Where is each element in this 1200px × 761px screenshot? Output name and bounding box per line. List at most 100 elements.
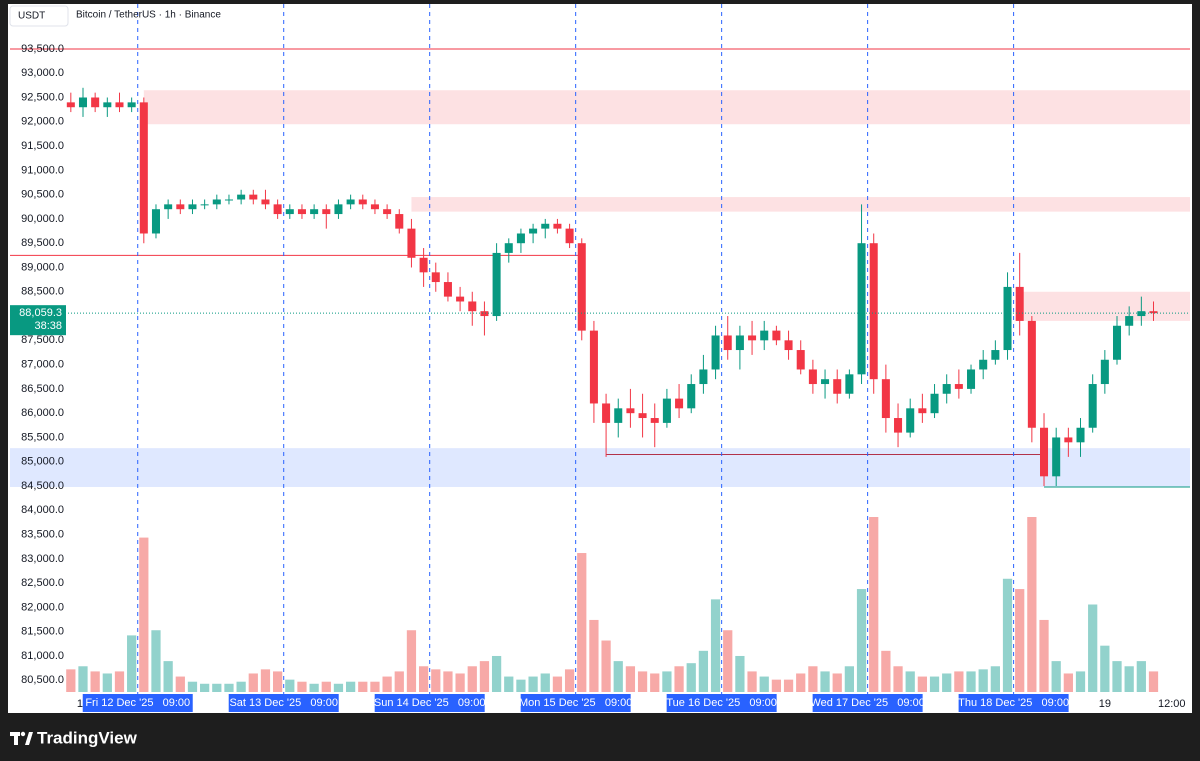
volume-bar — [905, 671, 915, 692]
volume-bar — [698, 650, 709, 692]
candle-body — [395, 214, 404, 229]
volume-bar — [321, 681, 331, 692]
volume-bar — [309, 683, 319, 692]
brand[interactable]: TradingView — [37, 728, 138, 747]
candle-body — [480, 311, 489, 317]
candle-body — [456, 296, 465, 302]
volume-bar — [1039, 619, 1049, 692]
candle-body — [699, 369, 708, 385]
volume-bar — [455, 673, 465, 692]
volume-bar — [637, 671, 648, 692]
y-tick-label: 93,500.0 — [21, 43, 64, 55]
candle-body — [1100, 359, 1109, 385]
volume-bar — [929, 676, 940, 692]
logo-part — [14, 732, 18, 745]
volume-bar — [1063, 673, 1073, 692]
volume-bar — [370, 681, 380, 692]
y-tick-label: 81,000.0 — [21, 650, 64, 662]
volume-bar — [723, 630, 733, 692]
volume-bar — [443, 671, 453, 692]
volume-bar — [467, 666, 477, 692]
chart-title: Bitcoin / TetherUS · 1h · Binance — [76, 10, 221, 21]
volume-bar — [577, 553, 587, 692]
candle-body — [443, 282, 452, 297]
volume-bar — [1027, 517, 1037, 692]
volume-bar — [273, 671, 283, 692]
x-tick-label: 1 — [77, 698, 83, 710]
candle-body — [224, 199, 233, 201]
volume-bar — [66, 669, 76, 692]
candle-body — [1003, 286, 1012, 351]
x-tick-label: Wed 17 Dec '25 09:00 — [810, 697, 924, 709]
labels: 80,500.0 81,000.0 81,500.0 82,000.0 82,500.0… — [10, 43, 1186, 712]
volume-bar — [686, 663, 696, 692]
volume-bar — [1051, 661, 1061, 692]
volume-bar — [1112, 661, 1122, 692]
volume-bar — [747, 671, 757, 692]
last-price-label: 88,059.3 — [19, 307, 62, 319]
logo-part — [20, 731, 26, 737]
x-tick-label: Tue 16 Dec '25 09:00 — [666, 697, 777, 709]
volume-bar — [139, 537, 149, 692]
candle-body — [261, 199, 270, 205]
candle-body — [821, 379, 830, 385]
volume-bar — [978, 669, 988, 692]
volume-bar — [114, 671, 125, 692]
candle-body — [1040, 427, 1049, 477]
volume-bar — [127, 635, 137, 692]
candle-body — [881, 379, 890, 419]
candle-body — [346, 199, 355, 205]
currency-box[interactable] — [9, 5, 69, 27]
volume-bar — [418, 666, 429, 692]
volume-bar — [504, 676, 514, 692]
candle-body — [297, 209, 306, 215]
currency[interactable]: USDT — [18, 11, 45, 22]
volume-bar — [1148, 671, 1159, 692]
volume-bar — [966, 671, 976, 692]
volume — [66, 517, 1159, 692]
y-tick-label: 82,000.0 — [21, 601, 64, 613]
volume-bar — [224, 683, 234, 692]
volume-bar — [394, 671, 404, 692]
volume-bar — [759, 676, 769, 692]
candle-body — [650, 418, 659, 423]
volume-bar — [491, 655, 502, 692]
x-tick-label: Thu 18 Dec '25 09:00 — [958, 697, 1069, 709]
volume-bar — [1124, 666, 1134, 692]
y-tick-label: 81,500.0 — [21, 626, 64, 638]
candle-body — [760, 330, 769, 341]
candle-body — [930, 393, 939, 414]
candle-body — [833, 379, 842, 394]
volume-bar — [589, 619, 599, 692]
y-tick-label: 91,500.0 — [21, 140, 64, 152]
volume-bar — [1015, 589, 1025, 692]
candle-body — [91, 97, 100, 108]
x-tick-box — [666, 694, 777, 712]
volume-bar — [954, 671, 964, 692]
volume-bar — [163, 661, 173, 692]
candle-body — [638, 413, 647, 419]
volume-bar — [1088, 604, 1098, 692]
x-tick-label: Sat 13 Dec '25 09:00 — [229, 697, 338, 709]
volume-bar — [783, 679, 794, 692]
volume-bar — [917, 676, 927, 692]
y-tick-label: 93,000.0 — [21, 67, 64, 79]
y-tick-label: 85,500.0 — [21, 431, 64, 443]
volume-bar — [601, 640, 611, 692]
price-zone — [143, 90, 1190, 125]
y-tick-label: 88,500.0 — [21, 286, 64, 298]
candle-body — [212, 199, 221, 205]
candle-body — [626, 408, 635, 414]
candle-body — [1137, 311, 1146, 317]
candle-body — [954, 384, 963, 389]
candle-body — [857, 243, 866, 375]
candle-body — [967, 369, 976, 389]
y-tick-label: 89,500.0 — [21, 237, 64, 249]
volume-bar — [1100, 645, 1110, 692]
volume-bar — [564, 669, 575, 692]
volume-bar — [710, 599, 721, 692]
candle-body — [249, 194, 258, 200]
volume-bar — [200, 683, 210, 692]
volume-bar — [771, 679, 782, 692]
